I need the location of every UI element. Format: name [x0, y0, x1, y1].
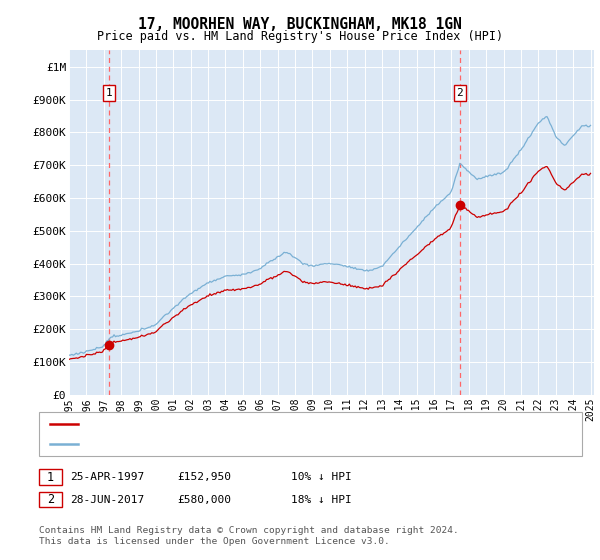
Text: 25-APR-1997: 25-APR-1997: [70, 472, 145, 482]
Text: 10% ↓ HPI: 10% ↓ HPI: [291, 472, 352, 482]
Text: £580,000: £580,000: [177, 494, 231, 505]
Text: HPI: Average price, detached house, Buckinghamshire: HPI: Average price, detached house, Buck…: [84, 439, 403, 449]
Text: 17, MOORHEN WAY, BUCKINGHAM, MK18 1GN (detached house): 17, MOORHEN WAY, BUCKINGHAM, MK18 1GN (d…: [84, 419, 421, 429]
Text: 17, MOORHEN WAY, BUCKINGHAM, MK18 1GN: 17, MOORHEN WAY, BUCKINGHAM, MK18 1GN: [138, 17, 462, 32]
Text: 1: 1: [106, 88, 113, 98]
Text: 18% ↓ HPI: 18% ↓ HPI: [291, 494, 352, 505]
Text: 2: 2: [47, 493, 54, 506]
Text: 28-JUN-2017: 28-JUN-2017: [70, 494, 145, 505]
Text: 2: 2: [457, 88, 463, 98]
Text: Price paid vs. HM Land Registry's House Price Index (HPI): Price paid vs. HM Land Registry's House …: [97, 30, 503, 43]
Text: Contains HM Land Registry data © Crown copyright and database right 2024.
This d: Contains HM Land Registry data © Crown c…: [39, 526, 459, 546]
Text: £152,950: £152,950: [177, 472, 231, 482]
Text: 1: 1: [47, 470, 54, 484]
